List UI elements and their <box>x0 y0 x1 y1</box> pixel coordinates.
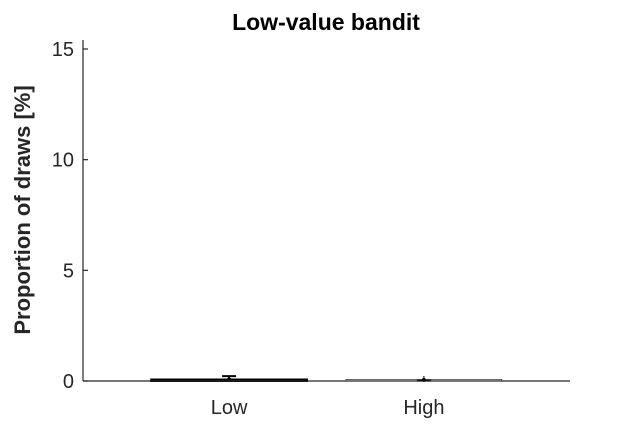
y-tick-label: 0 <box>63 371 74 393</box>
y-tick-label: 15 <box>52 39 74 61</box>
x-tick-label-high: High <box>403 397 444 419</box>
x-axis-ticks: Low High <box>211 376 444 419</box>
plot-area: 0 5 10 15 Low High <box>52 39 570 419</box>
x-tick-label-low: Low <box>211 397 248 419</box>
chart-title: Low-value bandit <box>232 9 420 35</box>
y-axis-ticks: 0 5 10 15 <box>52 39 88 393</box>
y-axis-label: Proportion of draws [%] <box>10 85 35 334</box>
y-tick-label: 5 <box>63 260 74 282</box>
y-tick-label: 10 <box>52 150 74 172</box>
